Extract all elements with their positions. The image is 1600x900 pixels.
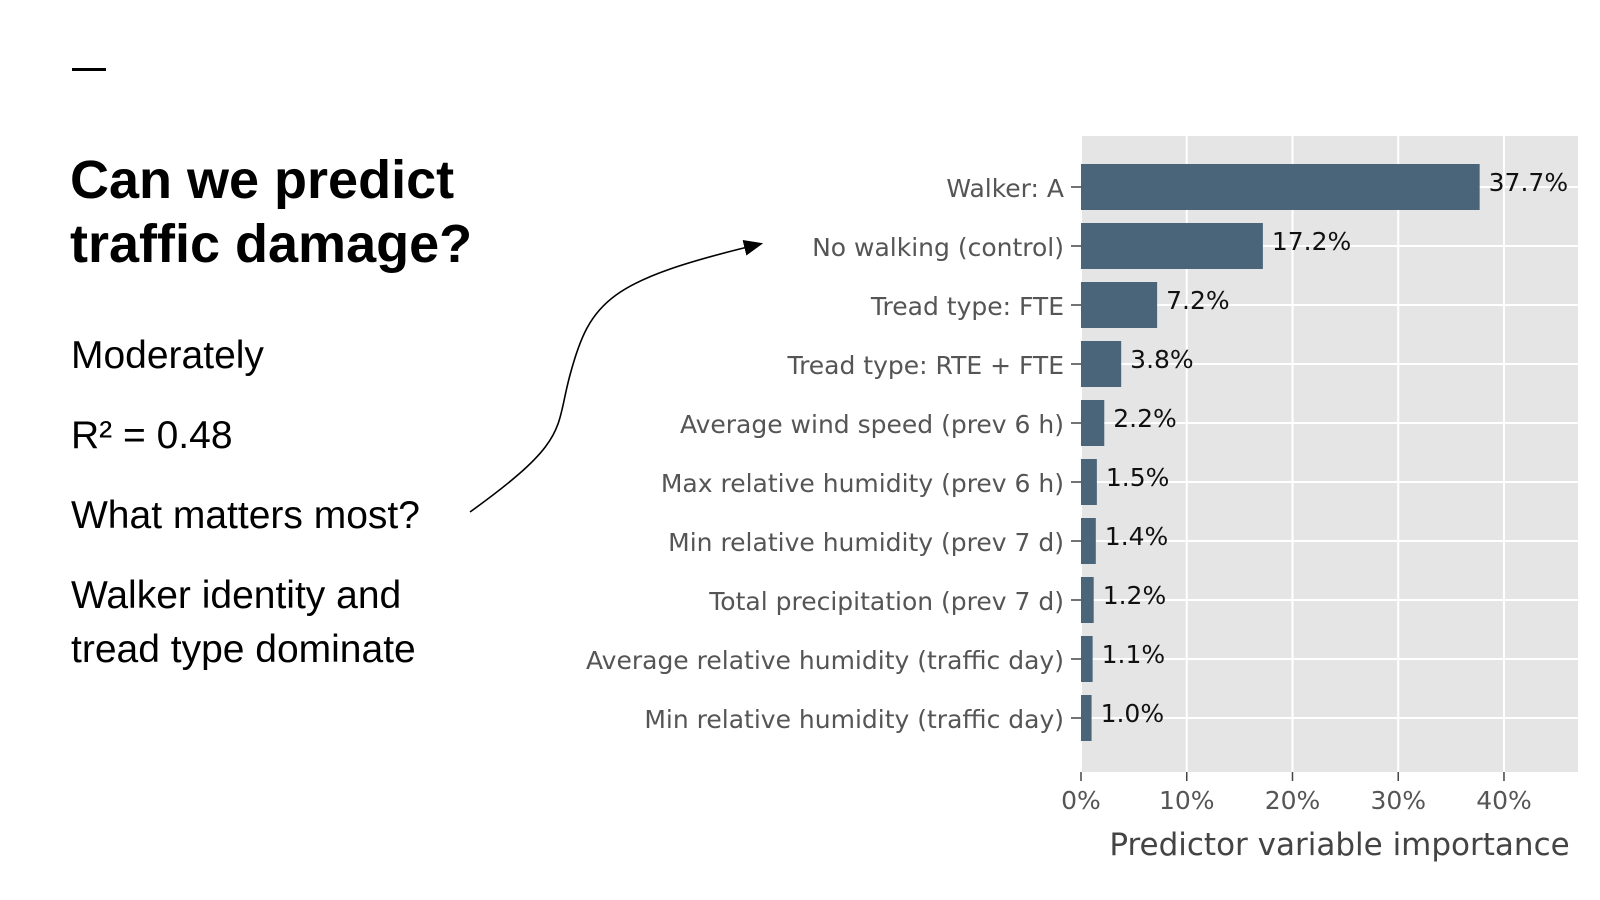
point-answer-line1: Walker identity and	[71, 574, 402, 617]
x-tick-label: 30%	[1370, 786, 1426, 815]
x-tick-label: 10%	[1159, 786, 1215, 815]
data-label: 1.4%	[1105, 522, 1169, 551]
slide-dash-decoration	[72, 68, 106, 71]
y-axis: Walker: A No walking (control) Tread type:…	[586, 174, 1081, 734]
bar	[1081, 577, 1094, 623]
data-label: 2.2%	[1113, 404, 1177, 433]
data-label: 37.7%	[1489, 168, 1568, 197]
y-tick-label: Total precipitation (prev 7 d)	[708, 587, 1064, 616]
point-answer-line2: tread type dominate	[71, 628, 416, 671]
data-label: 1.0%	[1101, 699, 1165, 728]
y-tick-label: Max relative humidity (prev 6 h)	[661, 469, 1064, 498]
slide-title: Can we predict traffic damage?	[70, 150, 473, 274]
y-tick-label: Average wind speed (prev 6 h)	[680, 410, 1064, 439]
bar	[1081, 341, 1122, 387]
x-axis: 0% 10% 20% 30% 40%	[1061, 772, 1532, 815]
point-moderately: Moderately	[71, 334, 264, 377]
data-label: 1.1%	[1102, 640, 1166, 669]
bar	[1081, 282, 1158, 328]
y-tick-label: Walker: A	[946, 174, 1064, 203]
y-tick-label: Tread type: RTE + FTE	[786, 351, 1064, 380]
bar	[1081, 223, 1263, 269]
data-label: 7.2%	[1166, 286, 1230, 315]
bar	[1081, 459, 1097, 505]
y-tick-label: Average relative humidity (traffic day)	[586, 646, 1064, 675]
data-label: 17.2%	[1272, 227, 1351, 256]
data-label: 1.2%	[1103, 581, 1167, 610]
x-tick-label: 0%	[1061, 786, 1101, 815]
bar	[1081, 518, 1096, 564]
bar	[1081, 636, 1093, 682]
bar	[1081, 400, 1105, 446]
data-label: 3.8%	[1130, 345, 1194, 374]
y-tick-label: Min relative humidity (traffic day)	[644, 705, 1064, 734]
bar	[1081, 695, 1092, 741]
y-tick-label: Min relative humidity (prev 7 d)	[668, 528, 1064, 557]
bars: 37.7% 17.2% 7.2% 3.8% 2.2% 1.5% 1.4% 1.2% 1.1% 1.…	[1081, 164, 1568, 741]
y-tick-label: Tread type: FTE	[870, 292, 1064, 321]
x-axis-title: Predictor variable importance	[1109, 827, 1569, 863]
y-tick-label: No walking (control)	[812, 233, 1064, 262]
annotation-arrow	[469, 239, 764, 513]
bar	[1081, 164, 1480, 210]
x-tick-label: 20%	[1265, 786, 1321, 815]
x-tick-label: 40%	[1476, 786, 1532, 815]
point-question: What matters most?	[71, 494, 420, 537]
point-r-squared: R² = 0.48	[71, 414, 233, 457]
data-label: 1.5%	[1106, 463, 1170, 492]
